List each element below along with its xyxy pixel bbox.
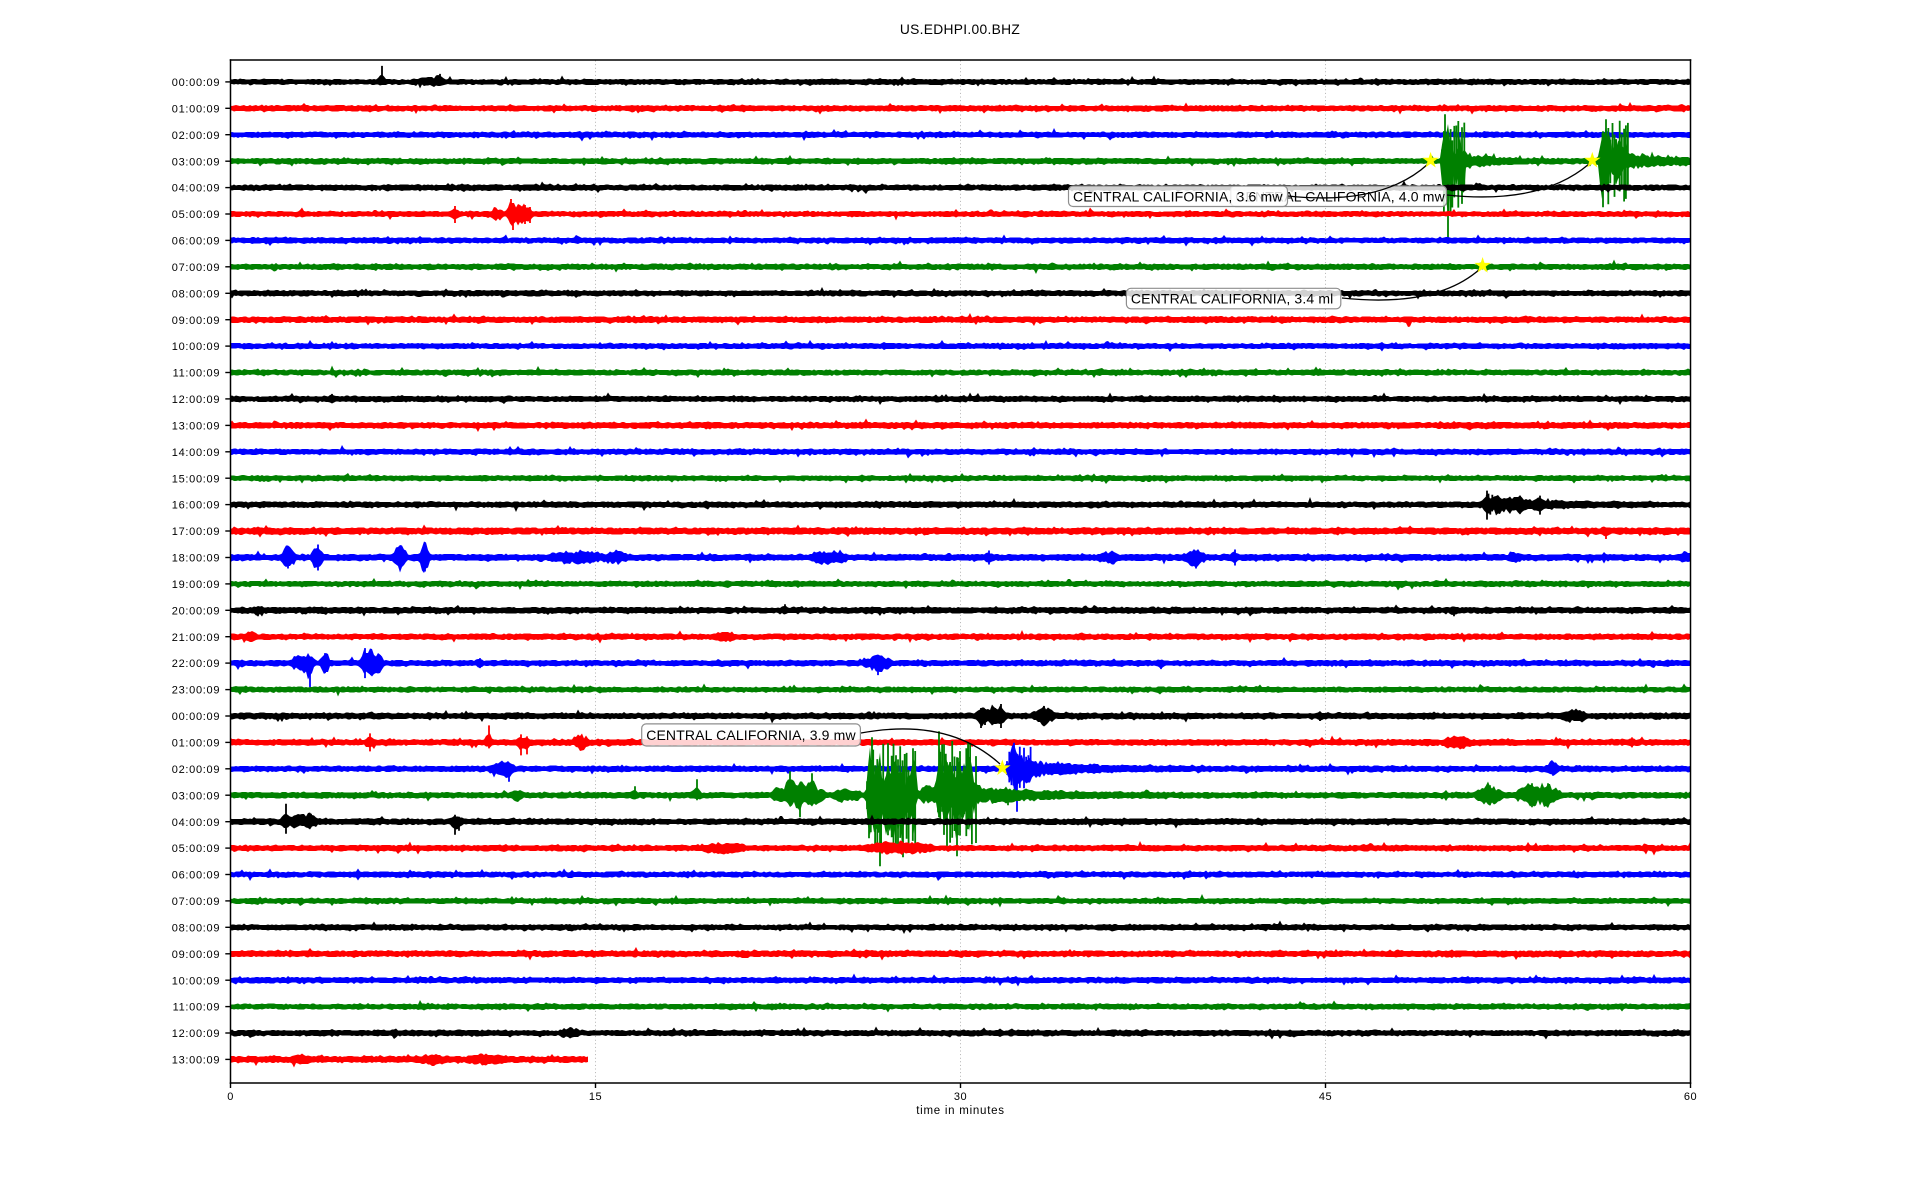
svg-text:02:00:09: 02:00:09: [172, 764, 220, 776]
svg-text:19:00:09: 19:00:09: [172, 579, 220, 591]
svg-text:04:00:09: 04:00:09: [172, 183, 220, 195]
svg-text:12:00:09: 12:00:09: [172, 394, 220, 406]
svg-text:CENTRAL CALIFORNIA, 3.9 mw: CENTRAL CALIFORNIA, 3.9 mw: [646, 727, 856, 743]
svg-text:CENTRAL CALIFORNIA, 3.4 ml: CENTRAL CALIFORNIA, 3.4 ml: [1131, 291, 1334, 307]
svg-text:18:00:09: 18:00:09: [172, 553, 220, 565]
svg-text:11:00:09: 11:00:09: [173, 1002, 221, 1014]
svg-text:60: 60: [1684, 1091, 1697, 1103]
svg-text:05:00:09: 05:00:09: [172, 843, 220, 855]
svg-text:05:00:09: 05:00:09: [172, 209, 220, 221]
svg-text:08:00:09: 08:00:09: [172, 922, 220, 934]
svg-text:45: 45: [1319, 1091, 1332, 1103]
svg-text:20:00:09: 20:00:09: [172, 605, 220, 617]
svg-text:15:00:09: 15:00:09: [172, 473, 220, 485]
svg-text:10:00:09: 10:00:09: [172, 975, 220, 987]
svg-text:10:00:09: 10:00:09: [172, 341, 220, 353]
svg-text:CENTRAL CALIFORNIA, 3.6 mw: CENTRAL CALIFORNIA, 3.6 mw: [1073, 188, 1283, 204]
svg-text:06:00:09: 06:00:09: [172, 870, 220, 882]
svg-text:01:00:09: 01:00:09: [172, 103, 220, 115]
svg-text:13:00:09: 13:00:09: [172, 421, 220, 433]
svg-text:13:00:09: 13:00:09: [172, 1055, 220, 1067]
svg-text:22:00:09: 22:00:09: [172, 658, 220, 670]
svg-text:16:00:09: 16:00:09: [172, 500, 220, 512]
svg-text:02:00:09: 02:00:09: [172, 130, 220, 142]
svg-text:23:00:09: 23:00:09: [172, 685, 220, 697]
svg-text:03:00:09: 03:00:09: [172, 790, 220, 802]
svg-text:21:00:09: 21:00:09: [172, 632, 220, 644]
svg-text:03:00:09: 03:00:09: [172, 156, 220, 168]
svg-text:09:00:09: 09:00:09: [172, 315, 220, 327]
svg-text:US.EDHPI.00.BHZ: US.EDHPI.00.BHZ: [900, 22, 1020, 37]
svg-text:06:00:09: 06:00:09: [172, 236, 220, 248]
svg-text:15: 15: [589, 1091, 602, 1103]
svg-text:07:00:09: 07:00:09: [172, 896, 220, 908]
svg-text:00:00:09: 00:00:09: [172, 711, 220, 723]
svg-text:0: 0: [227, 1091, 234, 1103]
svg-text:07:00:09: 07:00:09: [172, 262, 220, 274]
svg-text:09:00:09: 09:00:09: [172, 949, 220, 961]
svg-text:time in minutes: time in minutes: [916, 1105, 1005, 1117]
svg-text:01:00:09: 01:00:09: [172, 738, 220, 750]
svg-text:00:00:09: 00:00:09: [172, 77, 220, 89]
svg-text:17:00:09: 17:00:09: [172, 526, 220, 538]
svg-text:12:00:09: 12:00:09: [172, 1028, 220, 1040]
svg-text:11:00:09: 11:00:09: [173, 368, 221, 380]
svg-text:04:00:09: 04:00:09: [172, 817, 220, 829]
svg-text:14:00:09: 14:00:09: [172, 447, 220, 459]
svg-text:30: 30: [954, 1091, 967, 1103]
svg-text:08:00:09: 08:00:09: [172, 288, 220, 300]
